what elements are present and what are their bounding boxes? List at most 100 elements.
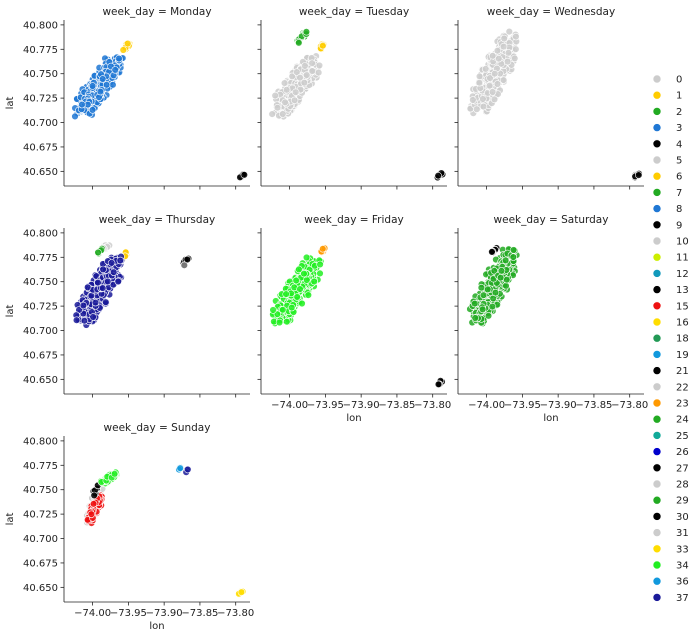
legend-item: 7 — [652, 188, 682, 199]
scatter-point — [293, 293, 301, 301]
scatter-point — [503, 276, 511, 284]
scatter-point — [283, 318, 291, 326]
scatter-point — [475, 78, 484, 87]
scatter-point — [271, 91, 279, 100]
scatter-point — [237, 588, 246, 596]
scatter-point — [80, 317, 89, 325]
legend-marker — [652, 171, 662, 181]
legend-marker — [652, 593, 662, 602]
legend-label: 23 — [676, 399, 689, 410]
scatter-point — [281, 98, 289, 107]
panel-points — [72, 241, 193, 329]
scatter-point — [280, 79, 289, 87]
scatter-point — [98, 284, 107, 292]
legend-label: 36 — [676, 577, 689, 588]
legend-marker — [652, 495, 662, 505]
legend-label: 2 — [676, 107, 682, 118]
scatter-point — [499, 76, 508, 84]
scatter-point — [509, 246, 518, 254]
scatter-point — [88, 82, 97, 90]
legend-item: 4 — [652, 139, 682, 150]
scatter-point — [473, 105, 481, 113]
scatter-point — [183, 255, 192, 264]
scatter-point — [240, 171, 249, 179]
legend-item: 13 — [652, 285, 689, 296]
scatter-point — [303, 71, 311, 79]
legend-label: 25 — [676, 431, 689, 442]
scatter-point — [98, 75, 107, 83]
scatter-point — [315, 61, 324, 70]
scatter-point — [107, 259, 116, 267]
scatter-point — [90, 491, 98, 500]
panel-title: week_day = Saturday — [494, 214, 609, 226]
y-tick-label: 40.775 — [23, 461, 58, 472]
scatter-point — [505, 27, 513, 36]
scatter-point — [72, 316, 81, 324]
scatter-point — [319, 245, 327, 253]
panel-title: week_day = Sunday — [104, 422, 211, 434]
scatter-point — [109, 268, 118, 276]
scatter-point — [298, 299, 306, 308]
scatter-point — [488, 248, 496, 256]
legend-label: 29 — [676, 496, 689, 507]
legend-marker — [652, 188, 662, 197]
scatter-point — [491, 69, 499, 78]
legend-label: 27 — [676, 463, 689, 474]
x-tick-label: −73.95 — [307, 400, 344, 411]
legend-marker — [652, 139, 662, 149]
scatter-point — [304, 291, 312, 299]
legend-label: 5 — [676, 156, 682, 167]
y-axis-label: lat — [5, 305, 16, 318]
scatter-point — [509, 253, 517, 261]
scatter-point — [292, 88, 300, 96]
panel-title: week_day = Monday — [102, 6, 211, 18]
scatter-point — [503, 57, 512, 66]
legend-marker — [652, 252, 662, 262]
scatter-point — [504, 49, 513, 57]
legend-item: 29 — [652, 495, 689, 507]
scatter-point — [78, 100, 86, 109]
scatter-point — [273, 103, 282, 112]
legend-label: 22 — [676, 382, 689, 393]
scatter-point — [303, 276, 311, 284]
facet-panel: week_day = Sunday 40.650 40.675 40.700 40.72… — [5, 422, 254, 632]
y-tick-label: 40.700 — [23, 534, 58, 545]
scatter-point — [469, 96, 477, 104]
scatter-point — [511, 54, 519, 63]
scatter-point — [94, 248, 102, 257]
facet-panel: week_day = Thursday 40.650 40.675 40.700 40.… — [5, 214, 250, 398]
panel-points — [269, 244, 446, 389]
scatter-point — [484, 285, 492, 294]
legend-marker — [652, 382, 662, 392]
legend-item: 24 — [652, 415, 689, 426]
panel-title: week_day = Thursday — [99, 214, 215, 226]
scatter-point — [116, 256, 125, 265]
legend: 0123456789101112131516181921222324252627… — [652, 75, 689, 604]
legend-marker — [652, 236, 662, 246]
facet-panel: week_day = Saturday−74.00−73.95−73.90−73… — [454, 214, 648, 424]
scatter-point — [111, 66, 119, 74]
legend-label: 16 — [676, 318, 689, 329]
legend-marker — [652, 301, 662, 311]
legend-item: 22 — [652, 382, 689, 393]
legend-marker — [652, 447, 662, 456]
legend-label: 18 — [676, 334, 689, 345]
legend-item: 28 — [652, 480, 689, 491]
legend-marker — [652, 285, 662, 294]
legend-item: 11 — [652, 252, 689, 264]
scatter-point — [102, 298, 110, 306]
legend-marker — [652, 269, 662, 278]
scatter-point — [501, 256, 510, 265]
scatter-point — [99, 265, 107, 274]
scatter-point — [493, 46, 502, 55]
scatter-point — [491, 288, 500, 297]
scatter-point — [295, 265, 303, 274]
legend-marker — [652, 544, 662, 554]
legend-item: 25 — [652, 431, 689, 442]
scatter-point — [293, 68, 301, 76]
scatter-point — [302, 28, 311, 36]
x-tick-label: −74.00 — [74, 608, 111, 619]
scatter-point — [500, 34, 508, 43]
legend-item: 16 — [652, 318, 689, 329]
legend-item: 30 — [652, 512, 689, 523]
